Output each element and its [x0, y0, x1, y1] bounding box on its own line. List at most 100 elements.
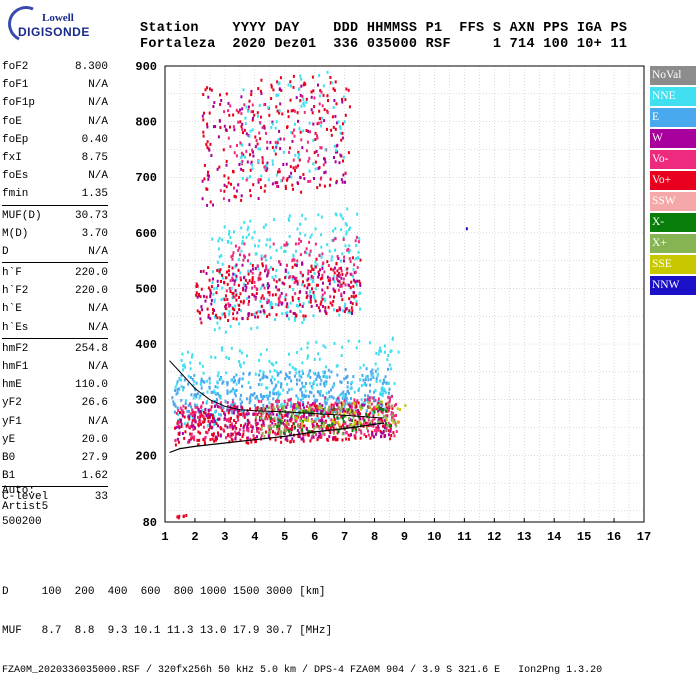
data-point	[276, 427, 279, 431]
param-label: yE	[2, 433, 16, 446]
data-point	[364, 378, 367, 382]
data-point	[228, 232, 230, 236]
data-point	[311, 287, 313, 291]
data-point	[248, 397, 251, 401]
param-value: N/A	[88, 361, 108, 373]
data-point	[299, 401, 301, 405]
data-point	[342, 281, 345, 285]
data-point	[336, 279, 339, 283]
data-point	[321, 262, 324, 266]
param-label: yF2	[2, 397, 22, 410]
data-point	[319, 177, 322, 181]
data-point	[277, 185, 280, 188]
data-point	[355, 294, 357, 298]
param-row: h`E N/A	[2, 300, 108, 318]
data-point	[283, 243, 286, 247]
data-point	[302, 372, 305, 375]
data-point	[309, 290, 312, 293]
data-point	[240, 405, 243, 409]
data-point	[284, 298, 287, 302]
data-point	[270, 85, 273, 89]
data-point	[254, 407, 257, 411]
data-point	[384, 409, 387, 413]
data-point	[381, 408, 384, 412]
data-point	[330, 133, 333, 137]
data-point	[333, 271, 336, 275]
data-point	[344, 368, 347, 371]
data-point	[340, 415, 343, 419]
data-point	[332, 426, 335, 430]
data-point	[308, 293, 311, 297]
data-point	[209, 408, 212, 412]
data-point	[253, 280, 256, 284]
data-point	[254, 252, 257, 256]
data-point	[384, 429, 387, 433]
data-point	[320, 90, 323, 94]
data-point	[332, 299, 335, 303]
data-point	[299, 93, 302, 97]
data-point	[266, 269, 269, 273]
data-point	[214, 125, 217, 128]
data-point	[355, 428, 358, 432]
data-point	[290, 171, 293, 175]
data-point	[196, 403, 198, 407]
data-point	[350, 409, 353, 413]
data-point	[319, 117, 322, 121]
data-point	[290, 130, 293, 134]
data-point	[244, 422, 247, 426]
data-point	[190, 435, 193, 439]
data-point	[329, 81, 332, 85]
data-point	[266, 161, 269, 165]
data-point	[231, 400, 234, 404]
data-point	[362, 378, 365, 382]
data-point	[311, 276, 314, 279]
data-point	[250, 313, 253, 317]
data-point	[206, 203, 209, 207]
data-point	[307, 429, 310, 433]
x-tick-label: 2	[191, 530, 198, 544]
param-row: yE 20.0	[2, 431, 108, 449]
data-point	[176, 388, 179, 392]
data-point	[254, 135, 257, 139]
data-point	[354, 411, 357, 415]
data-point	[305, 382, 307, 385]
data-point	[229, 405, 232, 409]
data-point	[353, 271, 356, 275]
data-point	[234, 379, 236, 383]
data-point	[340, 138, 343, 142]
data-point	[356, 279, 359, 283]
data-point	[380, 388, 383, 392]
data-point	[290, 417, 293, 421]
data-point	[217, 371, 220, 375]
data-point	[320, 378, 323, 382]
data-point	[333, 421, 336, 425]
data-point	[335, 398, 338, 401]
data-point	[290, 387, 293, 391]
data-point	[261, 156, 264, 160]
data-point	[246, 281, 249, 285]
data-point	[251, 167, 254, 171]
data-point	[331, 425, 334, 428]
data-point	[202, 415, 205, 419]
data-point	[363, 418, 366, 422]
data-point	[255, 426, 258, 430]
data-point	[223, 416, 226, 420]
footer-muf-label: MUF	[2, 625, 22, 637]
data-point	[291, 295, 294, 299]
data-point	[257, 427, 260, 431]
data-point	[337, 257, 340, 260]
data-point	[277, 390, 280, 394]
data-point	[228, 417, 231, 421]
data-point	[271, 162, 274, 166]
data-point	[335, 410, 337, 414]
param-value: 3.70	[81, 227, 108, 240]
data-point	[242, 169, 245, 172]
param-label: MUF(D)	[2, 209, 42, 222]
data-point	[228, 440, 231, 444]
data-point	[383, 350, 386, 354]
data-point	[239, 365, 242, 369]
legend-item: NoVal	[650, 66, 696, 85]
data-point	[225, 185, 228, 189]
data-point	[270, 406, 273, 410]
data-point	[269, 437, 272, 441]
